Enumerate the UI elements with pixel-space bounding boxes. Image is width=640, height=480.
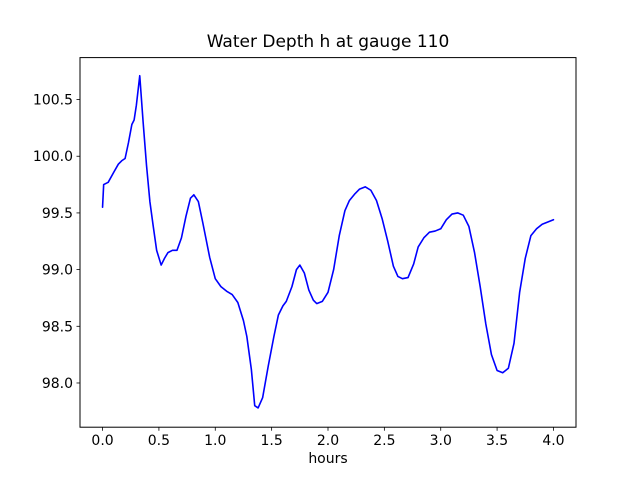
y-tick-label: 98.0 [42,376,73,392]
x-tick-label: 1.5 [261,433,283,449]
chart-title: Water Depth h at gauge 110 [207,32,450,52]
y-tick-label: 100.0 [33,149,73,165]
y-axis-ticks: 98.0 98.5 99.0 99.5 100.0 100.5 [33,93,80,392]
x-tick-label: 4.0 [542,433,564,449]
x-tick-label: 0.5 [148,433,170,449]
x-tick-label: 2.5 [373,433,395,449]
x-tick-label: 3.5 [486,433,508,449]
y-tick-label: 98.5 [42,319,73,335]
x-tick-label: 2.0 [317,433,339,449]
x-tick-label: 3.0 [430,433,452,449]
x-axis-ticks: 0.0 0.5 1.0 1.5 2.0 2.5 3.0 3.5 4.0 [91,427,565,449]
y-tick-label: 100.5 [33,93,73,109]
x-tick-label: 1.0 [204,433,226,449]
y-tick-label: 99.5 [42,206,73,222]
x-tick-label: 0.0 [91,433,113,449]
y-tick-label: 99.0 [42,263,73,279]
x-axis-label: hours [308,451,347,467]
water-depth-line [101,74,555,409]
